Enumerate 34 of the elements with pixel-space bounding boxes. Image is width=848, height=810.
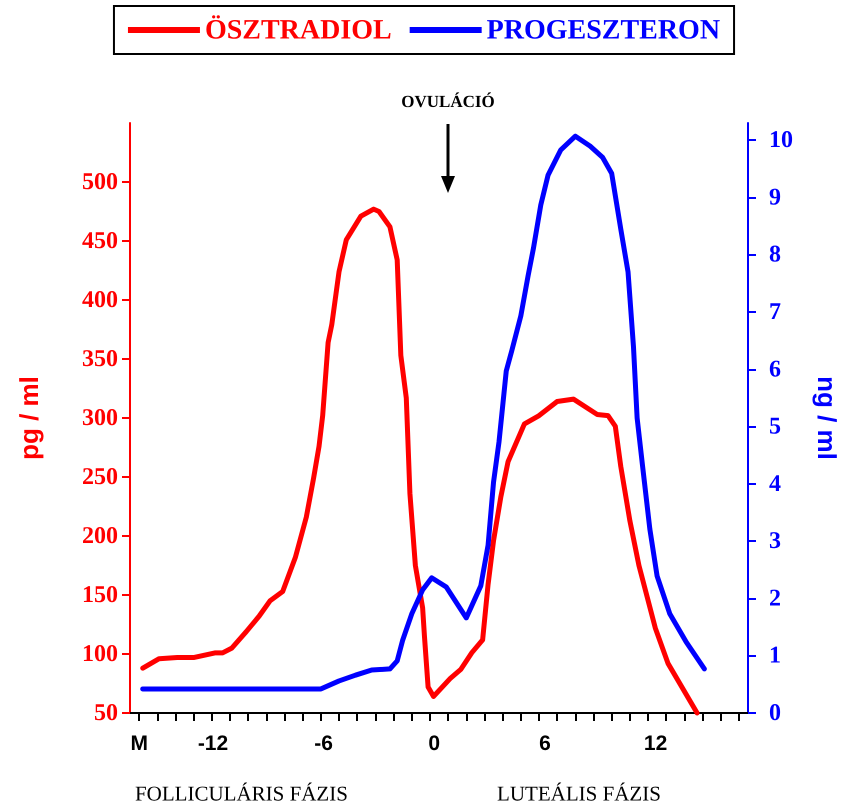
- y2-tick-label: 10: [769, 127, 793, 154]
- x-tick-label: -6: [314, 732, 333, 755]
- y2-tick-label: 4: [769, 470, 781, 497]
- y2-tick-label: 8: [769, 242, 781, 268]
- legend-label: ÖSZTRADIOL: [204, 14, 392, 46]
- y-tick-label: 150: [82, 582, 118, 608]
- y-tick-label: 250: [82, 464, 118, 490]
- y2-tick-label: 9: [769, 184, 781, 210]
- x-tick-label: 12: [644, 732, 668, 755]
- x-tick-label: 0: [428, 732, 440, 755]
- y-axis-title: pg / ml: [14, 376, 44, 460]
- y2-axis-title: ng / ml: [812, 376, 842, 460]
- y-tick-label: 200: [82, 523, 118, 549]
- y2-tick-label: 5: [769, 414, 781, 440]
- y2-tick-label: 2: [769, 585, 781, 612]
- y-tick-label: 50: [94, 700, 118, 726]
- y-tick-label: 500: [82, 169, 118, 195]
- x-tick-label: 6: [539, 732, 551, 755]
- legend-label: PROGESZTERON: [486, 14, 720, 46]
- text: OVULÁCIÓ: [401, 92, 495, 111]
- y-tick-label: 450: [82, 228, 118, 254]
- x-tick-label: -12: [198, 732, 228, 755]
- y2-tick-label: 1: [769, 642, 781, 669]
- x-tick-label: M: [130, 732, 148, 755]
- y-tick-label: 100: [82, 641, 118, 667]
- y-tick-label: 300: [82, 405, 118, 431]
- y2-tick-label: 3: [769, 528, 781, 554]
- y2-tick-label: 6: [769, 356, 781, 382]
- y-tick-label: 400: [82, 287, 118, 313]
- text: LUTEÁLIS FÁZIS: [497, 782, 661, 806]
- y2-tick-label: 7: [769, 299, 781, 326]
- y2-tick-label: 0: [769, 700, 781, 726]
- text: FOLLICULÁRIS FÁZIS: [135, 782, 348, 806]
- y-tick-label: 350: [82, 346, 118, 372]
